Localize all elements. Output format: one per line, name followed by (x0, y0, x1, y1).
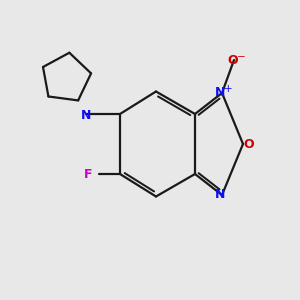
Text: N: N (81, 109, 91, 122)
Text: −: − (237, 52, 246, 62)
Text: F: F (84, 167, 93, 181)
Text: O: O (227, 53, 238, 67)
Text: +: + (224, 84, 233, 94)
Text: N: N (215, 86, 225, 100)
Text: N: N (215, 188, 225, 202)
Text: O: O (243, 137, 254, 151)
